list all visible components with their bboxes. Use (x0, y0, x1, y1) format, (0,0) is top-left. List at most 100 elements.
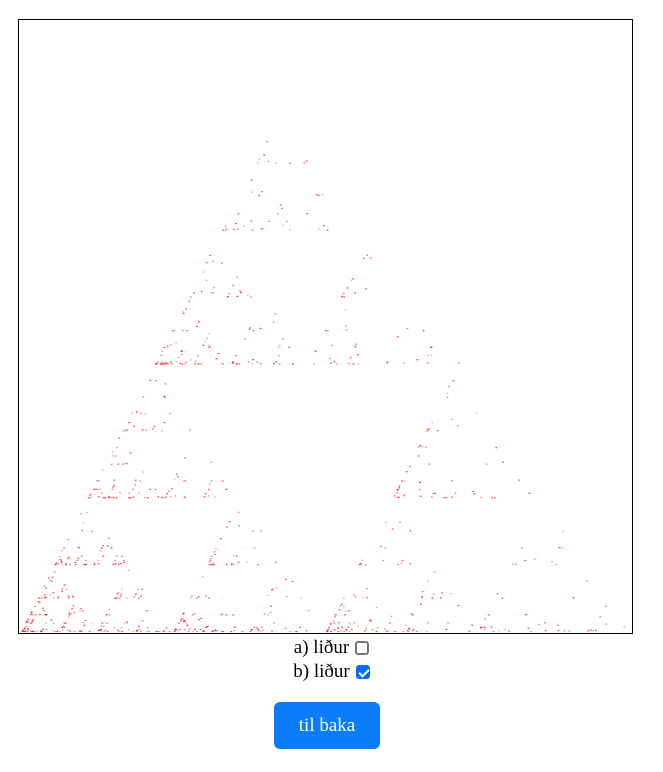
plot-point (170, 361, 172, 363)
plot-point (83, 624, 85, 626)
plot-point (194, 363, 196, 365)
plot-point (236, 295, 239, 297)
plot-point (307, 610, 310, 612)
plot-point (205, 595, 208, 597)
plot-point (51, 576, 54, 578)
plot-point (263, 613, 266, 615)
plot-point (271, 630, 273, 632)
plot-point (204, 493, 207, 495)
plot-point (351, 628, 353, 631)
plot-point (123, 561, 126, 564)
plot-point (80, 630, 83, 633)
plot-point (161, 350, 163, 353)
plot-point (209, 558, 212, 560)
scatter-plot (21, 141, 625, 633)
plot-point (344, 614, 346, 616)
plot-point (70, 607, 73, 609)
plot-point (163, 363, 165, 365)
plot-point (342, 292, 345, 295)
plot-point (559, 547, 561, 549)
plot-point (41, 597, 43, 599)
plot-point (57, 630, 59, 632)
plot-point (214, 629, 217, 632)
plot-point (141, 588, 143, 590)
plot-point (191, 614, 194, 616)
plot-point (408, 628, 411, 630)
back-button[interactable]: til baka (274, 702, 380, 749)
plot-point (67, 629, 70, 631)
plot-point (241, 631, 244, 633)
plot-point (109, 496, 111, 499)
plot-point (327, 330, 329, 332)
plot-point (230, 631, 232, 633)
plot-point (202, 576, 204, 578)
plot-point (288, 346, 291, 348)
plot-point (79, 630, 82, 632)
plot-point (146, 610, 148, 612)
plot-point (182, 613, 185, 615)
plot-point (63, 584, 66, 586)
plot-point (208, 564, 210, 566)
plot-point (90, 622, 93, 624)
plot-point (98, 496, 100, 498)
plot-point (32, 631, 34, 633)
plot-point (555, 563, 557, 566)
plot-point (406, 328, 409, 330)
plot-point (98, 480, 100, 482)
plot-point (166, 493, 168, 495)
plot-point (282, 338, 284, 340)
plot-point (232, 614, 234, 616)
plot-point (49, 579, 51, 581)
plot-point (165, 362, 168, 364)
plot-point (267, 160, 270, 162)
plot-point (347, 610, 350, 612)
plot-point (237, 511, 240, 513)
plot-point (193, 292, 195, 294)
plot-point (421, 591, 424, 593)
option-a-checkbox[interactable] (355, 641, 370, 655)
plot-point (359, 562, 362, 564)
plot-point (235, 355, 237, 357)
plot-point (177, 476, 179, 478)
plot-point (175, 342, 177, 344)
plot-point (257, 630, 259, 632)
plot-point (233, 555, 235, 557)
plot-point (108, 614, 111, 616)
plot-point (198, 321, 200, 323)
plot-point (171, 330, 174, 332)
plot-point (214, 496, 217, 498)
plot-point (38, 597, 40, 599)
plot-point (427, 622, 430, 624)
plot-point (344, 309, 347, 311)
plot-point (142, 471, 145, 473)
plot-point (74, 630, 76, 632)
plot-point (369, 620, 371, 622)
plot-point (146, 630, 148, 632)
plot-point (341, 296, 344, 298)
plot-point (262, 630, 264, 632)
plot-point (102, 625, 105, 627)
plot-point (362, 257, 365, 259)
plot-point (135, 630, 138, 632)
plot-point (296, 631, 298, 633)
plot-point (62, 625, 65, 627)
plot-point (449, 593, 452, 595)
plot-point (212, 562, 215, 564)
plot-point (213, 564, 215, 566)
option-b-checkbox[interactable] (355, 665, 370, 679)
plot-point (116, 593, 118, 595)
plot-point (234, 229, 236, 231)
plot-point (111, 496, 113, 498)
plot-point (105, 497, 107, 499)
plot-point (337, 627, 339, 629)
plot-point (259, 363, 262, 365)
plot-point (175, 628, 178, 631)
plot-point (282, 224, 284, 226)
plot-point (99, 488, 102, 490)
plot-point (365, 288, 367, 290)
plot-point (393, 494, 396, 496)
plot-point (100, 630, 102, 632)
plot-point (26, 626, 28, 628)
plot-point (85, 559, 87, 562)
plot-point (396, 489, 399, 491)
